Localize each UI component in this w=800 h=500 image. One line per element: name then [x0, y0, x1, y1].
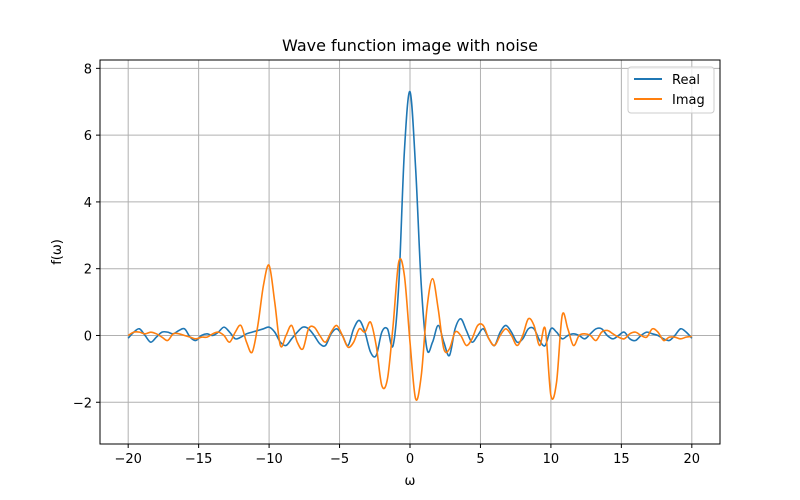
series-line-imag: [127, 257, 692, 401]
y-tick-label: 4: [84, 196, 92, 211]
y-tick-label: 8: [84, 62, 92, 77]
y-tick-label: 2: [84, 263, 92, 278]
series-layer: [127, 90, 693, 401]
x-tick-label: 15: [613, 452, 630, 467]
legend: Real Imag: [627, 66, 715, 114]
x-axis-label: ω: [405, 474, 416, 489]
series-line-real: [127, 90, 693, 358]
legend-label-real: Real: [672, 73, 700, 88]
x-tick-label: −10: [255, 452, 282, 467]
x-tick-label: −15: [185, 452, 212, 467]
y-axis-label: f(ω): [50, 239, 65, 265]
y-tick-label: 0: [84, 329, 92, 344]
y-tick-label: 6: [84, 129, 92, 144]
y-tick-label: −2: [73, 396, 92, 411]
x-tick-label: 5: [476, 452, 484, 467]
x-tick-label: 20: [684, 452, 701, 467]
x-tick-label: 10: [543, 452, 560, 467]
legend-label-imag: Imag: [672, 93, 705, 108]
chart-title: Wave function image with noise: [282, 36, 538, 55]
x-tick-label: −20: [114, 452, 141, 467]
y-axis-ticks: −2 0 2 4 6 8: [73, 62, 100, 411]
x-axis-ticks: −20 −15 −10 −5 0 5 10 15 20: [114, 444, 700, 467]
x-tick-label: 0: [406, 452, 414, 467]
x-tick-label: −5: [330, 452, 349, 467]
